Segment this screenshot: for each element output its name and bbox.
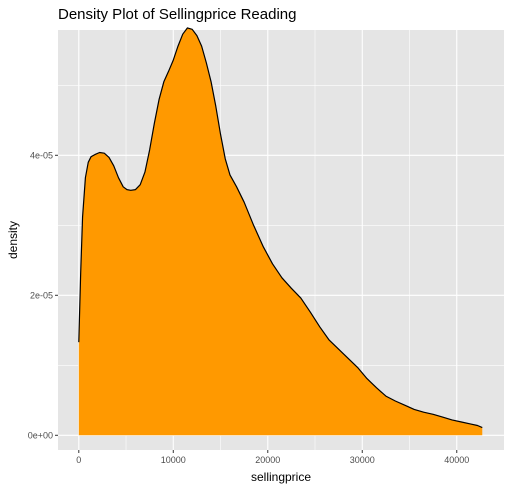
y-tick-label: 2e-05: [30, 290, 53, 300]
density-line: [78, 27, 483, 429]
x-axis-ticks: 0 10000 20000 30000 40000: [76, 450, 469, 465]
x-tick-label: 0: [76, 455, 81, 465]
x-tick-label: 20000: [255, 455, 280, 465]
chart-title: Density Plot of Sellingprice Reading: [58, 6, 296, 23]
density-area: [78, 27, 483, 436]
y-tick-label: 0e+00: [28, 430, 53, 440]
y-axis-title: density: [6, 221, 20, 259]
x-tick-label: 40000: [444, 455, 469, 465]
x-tick-label: 30000: [350, 455, 375, 465]
y-tick-label: 4e-05: [30, 150, 53, 160]
x-tick-label: 10000: [161, 455, 186, 465]
x-axis-title: sellingprice: [251, 470, 311, 484]
y-axis-ticks: 0e+00 2e-05 4e-05: [28, 150, 58, 440]
